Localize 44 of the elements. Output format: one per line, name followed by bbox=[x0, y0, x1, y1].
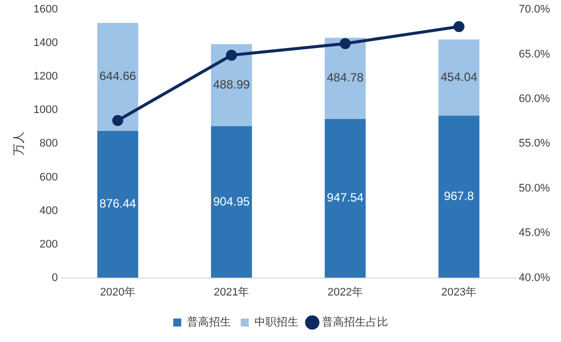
x-tick-label: 2022年 bbox=[327, 286, 363, 298]
legend-label: 普高招生占比 bbox=[322, 316, 388, 329]
bar bbox=[438, 116, 480, 278]
bar bbox=[211, 126, 252, 278]
y-tick-label: 1000 bbox=[33, 104, 58, 116]
legend-label: 普高招生 bbox=[186, 316, 231, 329]
point bbox=[112, 114, 124, 126]
y-tick-label: 1400 bbox=[33, 37, 58, 50]
bar bbox=[97, 130, 138, 278]
bar bbox=[324, 38, 366, 119]
data-label: 644.66 bbox=[99, 69, 136, 84]
y-tick-label: 800 bbox=[40, 138, 58, 150]
data-label: 967.8 bbox=[444, 189, 474, 203]
data-label: 484.78 bbox=[326, 70, 364, 85]
y-tick-label: 1200 bbox=[33, 70, 58, 83]
bar bbox=[211, 44, 252, 126]
bar bbox=[97, 22, 138, 131]
y2-tick-label: 60.0% bbox=[518, 93, 550, 106]
y2-tick-label: 70.0% bbox=[518, 4, 550, 16]
bar bbox=[438, 39, 480, 116]
data-label: 488.99 bbox=[213, 77, 250, 92]
y2-tick-label: 40.0% bbox=[518, 272, 550, 284]
y-tick-label: 0 bbox=[52, 272, 58, 284]
data-label: 876.44 bbox=[99, 196, 136, 211]
y-tick-label: 600 bbox=[40, 171, 58, 184]
x-tick-label: 2020年 bbox=[100, 286, 136, 298]
y-tick-label: 400 bbox=[40, 204, 58, 217]
y-tick-label: 1600 bbox=[33, 4, 58, 16]
data-label: 904.95 bbox=[213, 194, 250, 208]
legend-label: 中职招生 bbox=[254, 316, 298, 329]
point bbox=[340, 38, 351, 50]
y2-tick-label: 50.0% bbox=[518, 182, 550, 194]
data-label: 454.04 bbox=[440, 70, 478, 84]
y-axis-title: 万人 bbox=[12, 132, 26, 156]
x-tick-label: 2021年 bbox=[214, 286, 250, 298]
y-tick-label: 200 bbox=[40, 238, 58, 250]
point bbox=[453, 21, 464, 32]
data-label: 947.54 bbox=[326, 190, 364, 205]
bar bbox=[324, 118, 366, 278]
y2-tick-label: 65.0% bbox=[518, 48, 550, 60]
point bbox=[226, 50, 237, 61]
x-tick-label: 2023年 bbox=[441, 286, 477, 298]
y2-tick-label: 45.0% bbox=[518, 227, 550, 240]
y2-tick-label: 55.0% bbox=[518, 138, 550, 150]
